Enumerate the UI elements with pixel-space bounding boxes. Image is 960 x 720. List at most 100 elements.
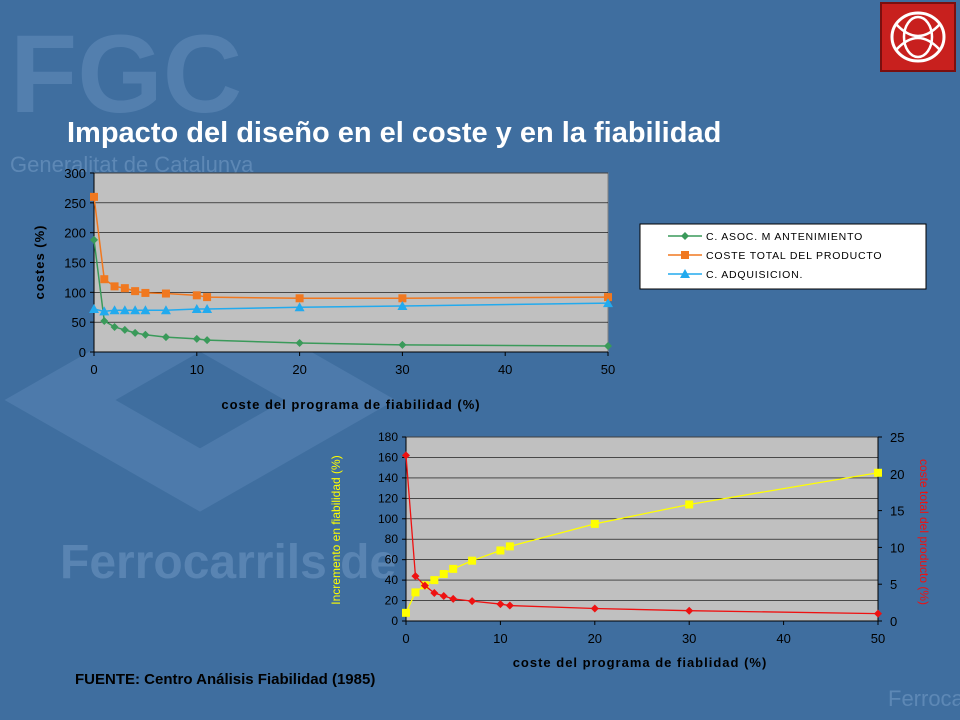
data-point-1	[439, 569, 448, 578]
data-point-2	[411, 572, 420, 581]
data-point-2	[141, 288, 150, 297]
y-tick-label: 180	[378, 430, 398, 444]
y2-tick-label: 10	[890, 540, 904, 555]
y-tick-label: 140	[378, 471, 398, 485]
data-point-1	[411, 588, 420, 597]
data-point-1	[685, 500, 694, 509]
data-point-1	[505, 542, 514, 551]
costs-chart: 0 50 100 150 200 250 300 0 10 20 30 40 50 coste del p…	[32, 166, 927, 412]
y2-tick-label: 25	[890, 430, 904, 445]
data-point-1	[430, 576, 439, 585]
legend-label: C. ADQUISICION.	[706, 269, 803, 281]
data-point-2	[590, 604, 599, 613]
x-tick-label: 0	[90, 362, 97, 377]
data-point-1	[131, 328, 140, 337]
data-point-1	[192, 334, 201, 343]
y2-tick-label: 0	[890, 614, 897, 629]
data-point-3	[109, 305, 120, 315]
watermark-ferroca: Ferroca	[888, 686, 960, 711]
data-point-2	[100, 275, 109, 284]
x-tick-label: 50	[871, 631, 885, 646]
data-point-1	[295, 339, 304, 348]
x-tick-label: 40	[498, 362, 512, 377]
watermark-fgc-top: FGC	[10, 13, 242, 136]
source-note: FUENTE: Centro Análisis Fiabilidad (1985…	[75, 671, 376, 688]
y-tick-label: 120	[378, 491, 398, 505]
y-tick-label: 160	[378, 450, 398, 464]
data-point-2	[398, 294, 407, 303]
y2-tick-label: 15	[890, 504, 904, 519]
y-tick-label: 60	[385, 553, 399, 567]
y-axis-label: costes (%)	[32, 224, 47, 299]
x-tick-label: 30	[395, 362, 409, 377]
x-tick-label: 0	[402, 631, 409, 646]
data-point-2	[874, 609, 882, 618]
data-point-1	[203, 336, 212, 345]
data-point-2	[192, 291, 201, 300]
data-point-1	[141, 330, 150, 339]
x-axis-label: coste del programa de fiabilidad (%)	[221, 397, 480, 412]
data-point-2	[496, 600, 505, 609]
data-point-2	[203, 293, 212, 302]
data-point-1	[449, 564, 458, 573]
y-tick-label: 300	[64, 166, 86, 181]
data-point-2	[295, 294, 304, 303]
y-tick-label: 100	[378, 512, 398, 526]
x-tick-label: 30	[682, 631, 696, 646]
data-point-2	[402, 451, 410, 460]
data-point-1	[468, 556, 477, 565]
data-point-1	[90, 235, 98, 244]
data-point-2	[604, 293, 612, 302]
y-tick-label: 150	[64, 256, 86, 271]
data-point-1	[496, 546, 505, 555]
legend-marker	[681, 251, 689, 259]
data-point-2	[685, 606, 694, 615]
data-point-1	[398, 340, 407, 349]
y-axis-label: Incremento en fiabilidad (%)	[329, 455, 343, 604]
x-tick-label: 40	[776, 631, 790, 646]
x-tick-label: 10	[493, 631, 507, 646]
legend-label: C. ASOC. M ANTENIMIENTO	[706, 231, 863, 243]
reliability-chart: 0 20 40 60 80 100 120 140 160 180 0 5 10 15 20 25 0 10 20 3…	[329, 430, 931, 670]
data-point-2	[430, 589, 439, 598]
x-tick-label: 20	[588, 631, 602, 646]
data-point-3	[89, 304, 99, 314]
data-point-1	[100, 316, 109, 325]
y-tick-label: 80	[385, 532, 399, 546]
legend-marker	[680, 269, 690, 278]
data-point-3	[119, 305, 130, 315]
data-point-3	[202, 304, 213, 314]
data-point-3	[397, 301, 408, 311]
x-tick-label: 20	[292, 362, 306, 377]
legend-marker	[681, 232, 689, 240]
data-point-1	[590, 519, 599, 528]
data-point-3	[191, 304, 202, 314]
data-point-2	[420, 581, 429, 590]
y-tick-label: 0	[391, 614, 398, 628]
x-tick-label: 10	[190, 362, 204, 377]
y-tick-label: 250	[64, 196, 86, 211]
y2-axis-label: coste total del producto (%)	[917, 459, 931, 605]
data-point-1	[120, 325, 129, 334]
y-tick-label: 0	[79, 345, 86, 360]
data-point-1	[110, 322, 119, 331]
data-point-2	[120, 284, 129, 293]
data-point-3	[294, 302, 305, 312]
data-point-1	[402, 608, 410, 617]
data-point-3	[160, 305, 171, 315]
data-point-2	[131, 287, 140, 296]
data-point-1	[161, 333, 170, 342]
y-tick-label: 40	[385, 573, 399, 587]
data-point-2	[161, 289, 170, 298]
data-point-1	[874, 468, 882, 477]
data-point-2	[449, 594, 458, 603]
data-point-2	[505, 601, 514, 610]
x-tick-label: 50	[601, 362, 615, 377]
y-tick-label: 50	[72, 315, 86, 330]
y2-tick-label: 20	[890, 467, 904, 482]
legend-label: COSTE TOTAL DEL PRODUCTO	[706, 250, 882, 262]
plot-area	[405, 436, 879, 622]
data-point-3	[130, 305, 141, 315]
data-point-2	[439, 591, 448, 600]
x-axis-label: coste del programa de fiablidad (%)	[513, 655, 768, 670]
